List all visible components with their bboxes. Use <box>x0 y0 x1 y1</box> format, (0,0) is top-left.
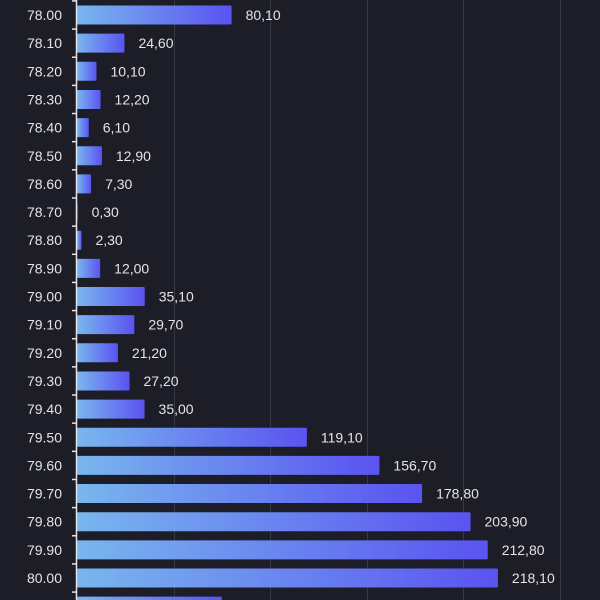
bar <box>77 540 488 560</box>
value-label: 203,90 <box>485 514 528 530</box>
category-label: 79.00 <box>27 289 62 305</box>
category-label: 79.70 <box>27 486 62 502</box>
category-label: 79.20 <box>27 345 62 361</box>
gridlines <box>174 0 561 600</box>
labels: 78.00 80,10 78.10 24,60 78.20 10,10 78.30 12,20… <box>27 7 555 586</box>
bar <box>77 315 135 335</box>
category-label: 78.20 <box>27 63 62 79</box>
bar <box>77 484 423 504</box>
value-label: 35,00 <box>159 401 194 417</box>
value-label: 2,30 <box>95 232 122 248</box>
category-label: 80.00 <box>27 570 62 586</box>
value-label: 29,70 <box>148 317 183 333</box>
category-label: 79.90 <box>27 542 62 558</box>
bar <box>77 512 471 532</box>
category-label: 78.10 <box>27 35 62 51</box>
bar <box>77 118 89 138</box>
value-label: 6,10 <box>103 120 130 136</box>
value-label: 119,10 <box>321 429 363 445</box>
value-label: 12,00 <box>114 260 149 276</box>
category-label: 79.40 <box>27 401 62 417</box>
bar <box>77 174 92 194</box>
value-label: 212,80 <box>502 542 545 558</box>
bar <box>77 258 101 278</box>
category-label: 78.80 <box>27 232 62 248</box>
bar <box>77 61 97 81</box>
bar <box>77 427 307 447</box>
bar <box>77 343 118 363</box>
value-label: 156,70 <box>393 457 436 473</box>
value-label: 0,30 <box>92 204 119 220</box>
value-label: 7,30 <box>105 176 132 192</box>
value-label: 178,80 <box>436 486 479 502</box>
bar <box>77 230 82 250</box>
y-axis <box>72 0 78 600</box>
value-label: 12,20 <box>115 91 150 107</box>
value-label: 218,10 <box>512 570 555 586</box>
value-label: 21,20 <box>132 345 167 361</box>
bar <box>77 287 145 306</box>
category-label: 79.50 <box>27 429 62 445</box>
value-label: 10,10 <box>110 63 145 79</box>
category-label: 78.00 <box>27 7 62 23</box>
bar <box>77 399 145 419</box>
category-label: 79.80 <box>27 514 62 530</box>
value-label: 27,20 <box>143 373 178 389</box>
bar <box>77 455 380 475</box>
bar <box>77 568 498 588</box>
category-label: 79.30 <box>27 373 62 389</box>
category-label: 78.50 <box>27 148 62 164</box>
bar <box>77 5 232 25</box>
bar <box>77 371 130 391</box>
category-label: 78.60 <box>27 176 62 192</box>
value-label: 24,60 <box>138 35 173 51</box>
category-label: 78.40 <box>27 120 62 136</box>
bar <box>77 89 101 109</box>
bar <box>77 146 102 166</box>
bars <box>77 5 498 600</box>
category-label: 78.70 <box>27 204 62 220</box>
value-label: 35,10 <box>159 289 194 305</box>
category-label: 79.60 <box>27 457 62 473</box>
bar <box>77 33 125 53</box>
value-label: 12,90 <box>116 148 151 164</box>
category-label: 79.10 <box>27 317 62 333</box>
category-label: 78.90 <box>27 260 62 276</box>
bar <box>77 596 222 600</box>
category-label: 78.30 <box>27 91 62 107</box>
value-label: 80,10 <box>246 7 281 23</box>
